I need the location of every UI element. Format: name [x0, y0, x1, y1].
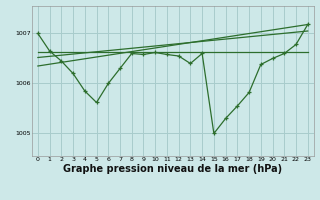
X-axis label: Graphe pression niveau de la mer (hPa): Graphe pression niveau de la mer (hPa)	[63, 164, 282, 174]
